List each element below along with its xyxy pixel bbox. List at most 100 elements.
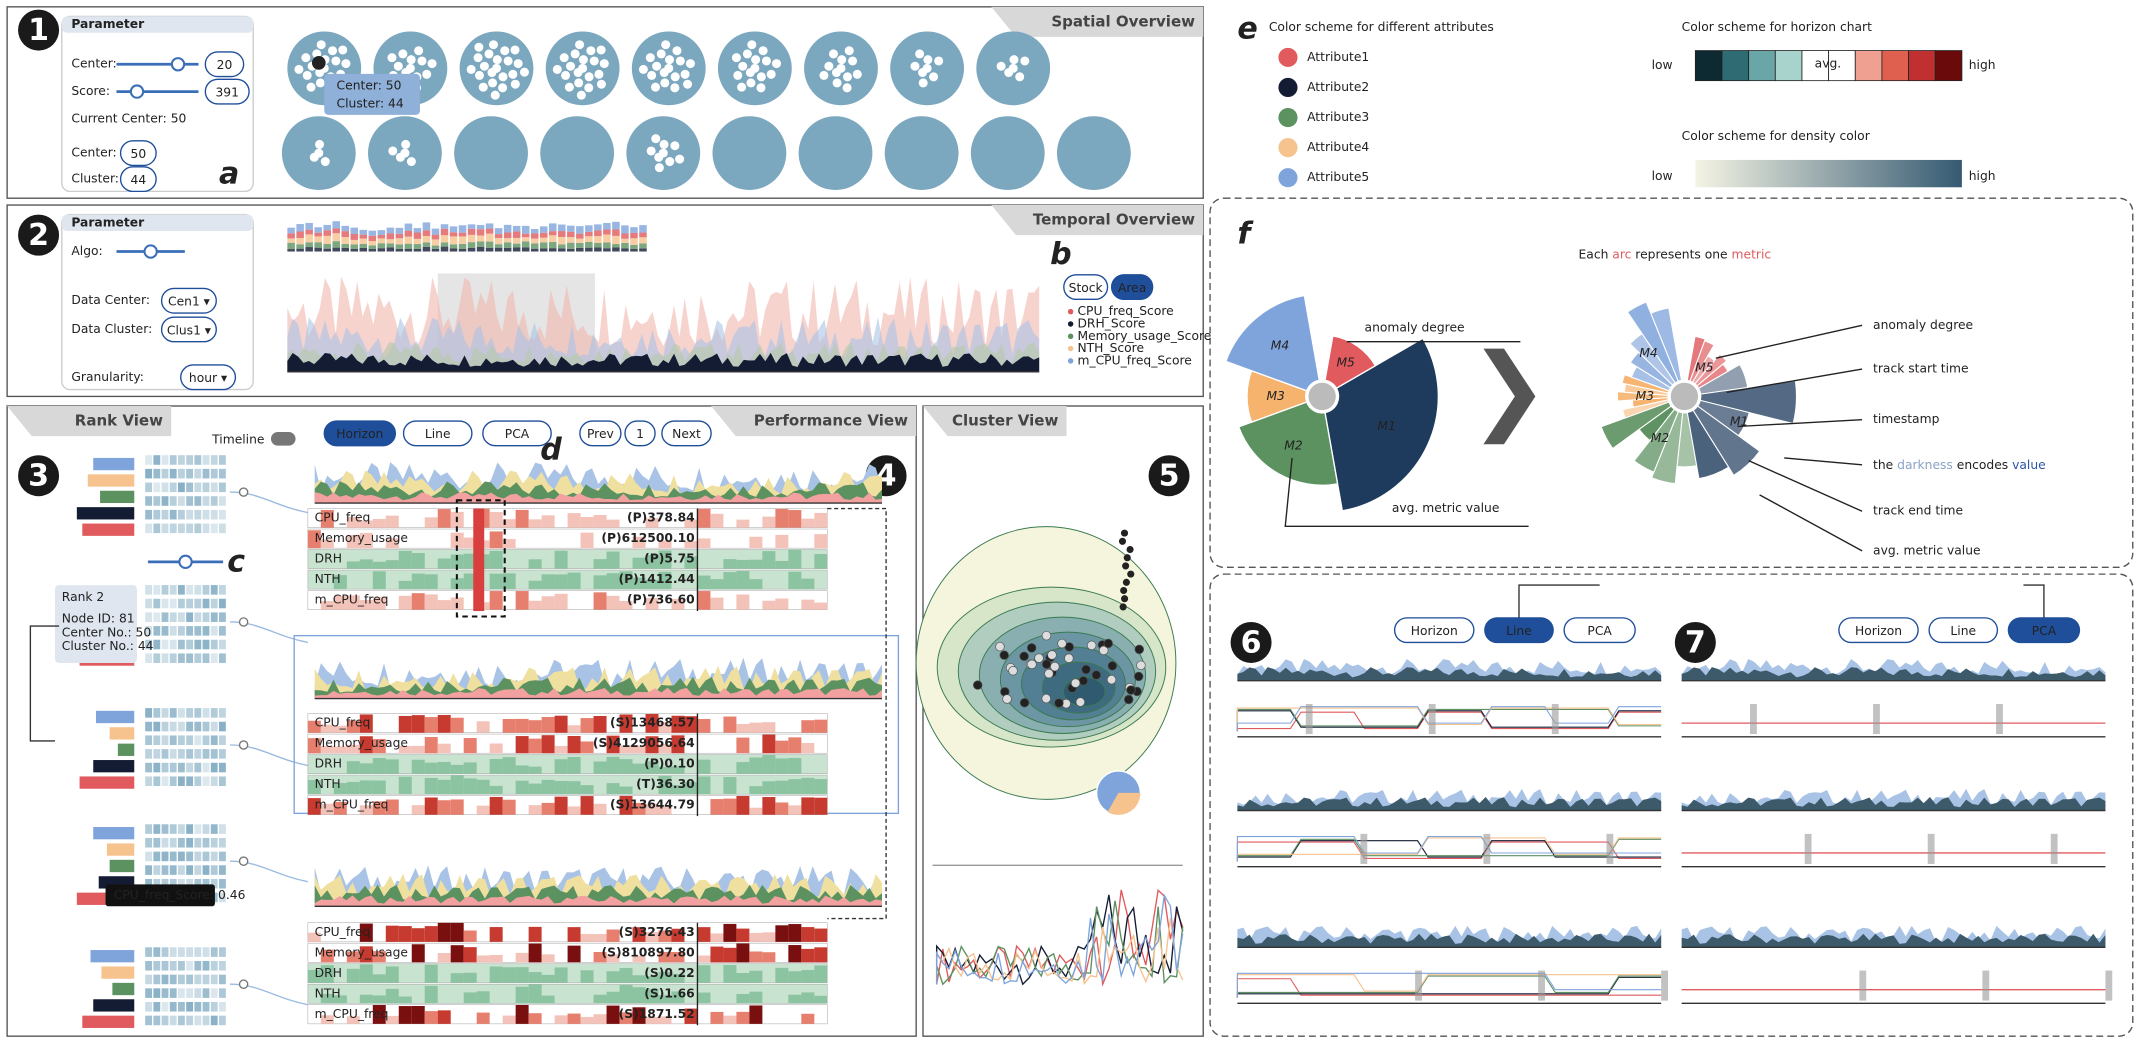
button[interactable] bbox=[180, 364, 237, 391]
button[interactable] bbox=[1063, 274, 1109, 301]
slider-knob[interactable] bbox=[178, 554, 193, 570]
horizon-cell bbox=[736, 724, 750, 733]
button[interactable] bbox=[402, 420, 473, 447]
button[interactable] bbox=[661, 420, 712, 447]
label: Granularity: bbox=[71, 370, 143, 384]
horizon-cell bbox=[788, 924, 802, 942]
cluster-circle[interactable] bbox=[712, 116, 787, 191]
node-dot bbox=[654, 152, 664, 162]
rank-bar bbox=[100, 490, 135, 504]
horizon-cell bbox=[580, 785, 594, 795]
horizon-cell bbox=[541, 735, 555, 754]
button[interactable] bbox=[160, 316, 217, 343]
overview-bar bbox=[639, 248, 647, 252]
button[interactable] bbox=[204, 51, 245, 78]
node-dot bbox=[503, 56, 513, 66]
button[interactable] bbox=[1484, 617, 1554, 644]
cluster-circle[interactable] bbox=[884, 116, 959, 191]
horizon-cell bbox=[788, 994, 802, 1004]
horizon-cell bbox=[385, 560, 399, 569]
horizon-cell bbox=[359, 923, 373, 942]
button[interactable] bbox=[579, 420, 622, 447]
rank-cell bbox=[194, 585, 202, 595]
horizon-cell bbox=[775, 780, 789, 795]
node-dot bbox=[745, 67, 755, 78]
toggle[interactable] bbox=[270, 431, 296, 446]
overview-bar bbox=[558, 244, 566, 249]
horizon-cell bbox=[359, 780, 373, 795]
overview-bar bbox=[404, 236, 413, 244]
horizon-cell bbox=[411, 573, 425, 590]
horizon-cell bbox=[788, 510, 802, 528]
horizon-cell bbox=[372, 780, 386, 795]
horizon-cell bbox=[606, 1005, 620, 1024]
rank-cell bbox=[153, 878, 161, 889]
horizon-swatch bbox=[1908, 50, 1936, 82]
button[interactable] bbox=[323, 420, 397, 447]
overview-bar bbox=[639, 225, 647, 233]
horizon-cell bbox=[645, 597, 659, 610]
horizon-cell bbox=[411, 715, 425, 733]
node-point bbox=[995, 641, 1005, 652]
button[interactable] bbox=[1110, 274, 1154, 301]
legend-dot bbox=[1278, 77, 1298, 98]
node-dot bbox=[670, 141, 680, 151]
overview-bar bbox=[630, 249, 638, 252]
node-dot bbox=[844, 46, 854, 56]
legend-entry: Attribute5 bbox=[1307, 170, 1369, 184]
horizon-cell bbox=[502, 799, 516, 815]
button[interactable] bbox=[1928, 617, 1999, 644]
overview-bar bbox=[503, 238, 512, 243]
button[interactable] bbox=[119, 166, 157, 193]
overview-bar bbox=[539, 237, 548, 243]
rank-cell bbox=[194, 708, 202, 718]
cluster-circle[interactable] bbox=[454, 116, 528, 191]
horizon-cell bbox=[736, 519, 750, 528]
overview-bar bbox=[350, 248, 359, 252]
cluster-circle[interactable] bbox=[970, 116, 1045, 191]
label: Current Center: 50 bbox=[71, 111, 186, 125]
slider-knob[interactable] bbox=[129, 84, 145, 99]
cluster-circle[interactable] bbox=[540, 116, 615, 191]
horizon-cell bbox=[489, 966, 503, 983]
overview-bar bbox=[440, 228, 449, 236]
overview-bar bbox=[395, 248, 404, 252]
metric-label: DRH bbox=[315, 757, 342, 771]
button[interactable] bbox=[160, 287, 217, 314]
horizon-cell bbox=[346, 968, 360, 983]
horizon-cell bbox=[736, 594, 750, 610]
annotation: the darkness encodes value bbox=[1873, 457, 2046, 471]
button[interactable] bbox=[1393, 617, 1475, 644]
rank-cell bbox=[186, 947, 194, 957]
button-label: Next bbox=[672, 427, 701, 441]
rank-cell bbox=[169, 653, 177, 663]
button[interactable] bbox=[624, 420, 656, 447]
slider-knob[interactable] bbox=[170, 57, 186, 72]
horizon-cell bbox=[593, 952, 607, 963]
horizon-cell bbox=[606, 954, 620, 963]
button[interactable] bbox=[1838, 617, 1919, 644]
slider-knob[interactable] bbox=[143, 244, 158, 259]
horizon-cell bbox=[437, 743, 451, 754]
button[interactable] bbox=[482, 420, 552, 447]
mode-link bbox=[2023, 584, 2045, 618]
button[interactable] bbox=[119, 140, 157, 167]
horizon-cell bbox=[710, 933, 724, 942]
rank-cell bbox=[178, 735, 185, 745]
horizon-cell bbox=[476, 721, 490, 733]
button[interactable] bbox=[2007, 617, 2081, 644]
panel-title: Spatial Overview bbox=[1051, 12, 1195, 30]
button[interactable] bbox=[204, 78, 250, 105]
cluster-circle[interactable] bbox=[1056, 116, 1131, 191]
metric-value: (P)612500.10 bbox=[601, 531, 694, 545]
horizon-cell bbox=[697, 776, 711, 795]
button[interactable] bbox=[1563, 617, 1636, 644]
cluster-circle[interactable] bbox=[798, 116, 873, 191]
overview-bar bbox=[576, 226, 584, 234]
title-part: arc bbox=[1612, 247, 1631, 261]
overview-bar bbox=[341, 225, 350, 232]
horizon-cell bbox=[463, 738, 477, 754]
horizon-cell bbox=[437, 1010, 451, 1024]
rank-cell bbox=[153, 639, 161, 650]
horizon-cell bbox=[502, 519, 516, 528]
